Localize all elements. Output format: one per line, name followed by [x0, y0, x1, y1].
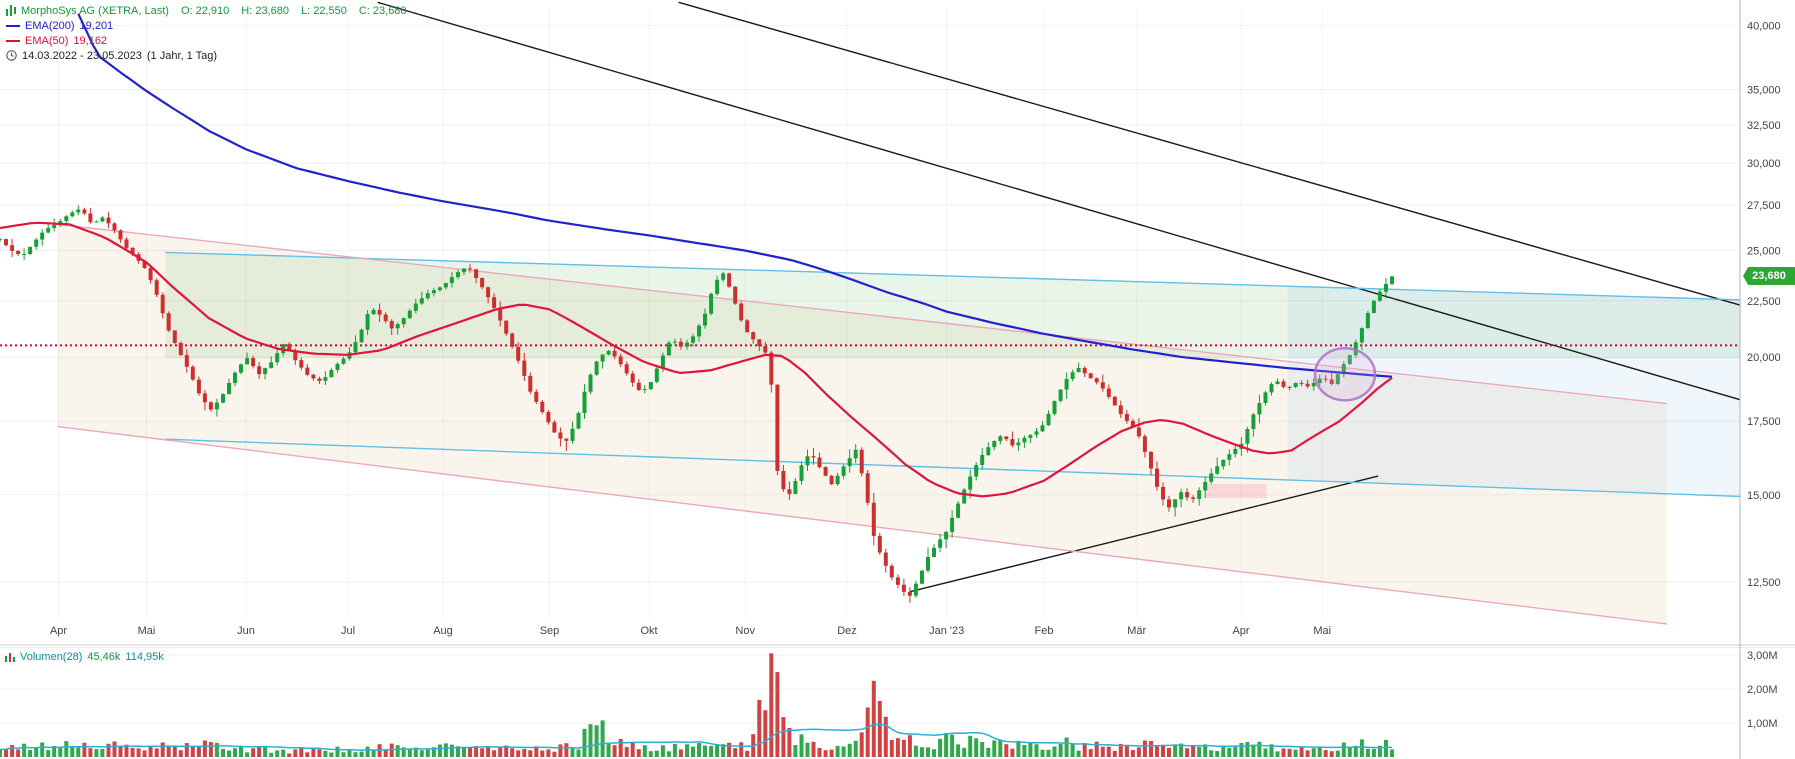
svg-text:32,500: 32,500 [1747, 120, 1781, 132]
svg-text:Nov: Nov [735, 625, 755, 637]
ema200-label: EMA(200) [25, 19, 75, 32]
volume-ma-value: 114,95k [125, 650, 164, 663]
svg-text:Jul: Jul [341, 625, 355, 637]
volume-legend-row[interactable]: Volumen(28) 45,46k 114,95k [5, 649, 164, 664]
svg-text:3,00M: 3,00M [1747, 650, 1778, 662]
time-axis[interactable] [0, 618, 1740, 645]
svg-text:Aug: Aug [433, 625, 453, 637]
svg-text:Feb: Feb [1035, 625, 1054, 637]
close-value: C: 23,680 [358, 4, 407, 17]
svg-text:Mär: Mär [1127, 625, 1146, 637]
svg-text:Mai: Mai [1313, 625, 1331, 637]
svg-text:Sep: Sep [540, 625, 560, 637]
svg-text:1,00M: 1,00M [1747, 718, 1778, 730]
svg-text:27,500: 27,500 [1747, 200, 1781, 212]
volume-bars-icon [5, 653, 15, 662]
svg-text:30,000: 30,000 [1747, 158, 1781, 170]
svg-text:Apr: Apr [1232, 625, 1249, 637]
ema200-legend-row[interactable]: EMA(200) 19,201 [6, 18, 407, 33]
svg-text:2,00M: 2,00M [1747, 684, 1778, 696]
ema50-label: EMA(50) [25, 34, 69, 47]
svg-text:Okt: Okt [640, 625, 657, 637]
svg-text:Apr: Apr [50, 625, 67, 637]
svg-text:Jan '23: Jan '23 [929, 625, 964, 637]
instrument-legend-row[interactable]: MorphoSys AG (XETRA, Last) O: 22,910 H: … [6, 3, 407, 18]
volume-pane[interactable] [0, 647, 1740, 759]
ema50-swatch [6, 39, 20, 42]
svg-text:12,500: 12,500 [1747, 577, 1781, 589]
high-value: H: 23,680 [241, 4, 289, 17]
date-range-row[interactable]: 14.03.2022 - 23.05.2023 (1 Jahr, 1 Tag) [6, 48, 407, 63]
ema200-swatch [6, 24, 20, 27]
svg-text:35,000: 35,000 [1747, 85, 1781, 97]
svg-text:Jun: Jun [237, 625, 255, 637]
instrument-title: MorphoSys AG (XETRA, Last) [21, 4, 169, 17]
svg-text:25,000: 25,000 [1747, 246, 1781, 258]
low-value: L: 22,550 [300, 4, 347, 17]
price-plot-area[interactable] [0, 0, 1740, 618]
svg-text:40,000: 40,000 [1747, 21, 1781, 33]
svg-text:17,500: 17,500 [1747, 416, 1781, 428]
svg-text:22,500: 22,500 [1747, 296, 1781, 308]
svg-text:Mai: Mai [138, 625, 156, 637]
ema50-legend-row[interactable]: EMA(50) 19,162 [6, 33, 407, 48]
date-range: 14.03.2022 - 23.05.2023 [22, 49, 142, 62]
svg-text:Dez: Dez [837, 625, 857, 637]
chart-legend: MorphoSys AG (XETRA, Last) O: 22,910 H: … [6, 3, 407, 63]
volume-indicator-label: Volumen(28) [20, 650, 83, 663]
svg-text:15,000: 15,000 [1747, 490, 1781, 502]
clock-icon [6, 50, 17, 61]
last-price-badge[interactable]: 23,680 [1743, 267, 1795, 285]
volume-value: 45,46k [87, 650, 121, 663]
ema50-value: 19,162 [73, 34, 108, 47]
svg-text:20,000: 20,000 [1747, 352, 1781, 364]
period-label: (1 Jahr, 1 Tag) [146, 49, 218, 62]
ema200-value: 19,201 [79, 19, 114, 32]
price-axis[interactable] [1740, 0, 1795, 645]
open-value: O: 22,910 [180, 4, 230, 17]
candlestick-icon [6, 5, 16, 16]
